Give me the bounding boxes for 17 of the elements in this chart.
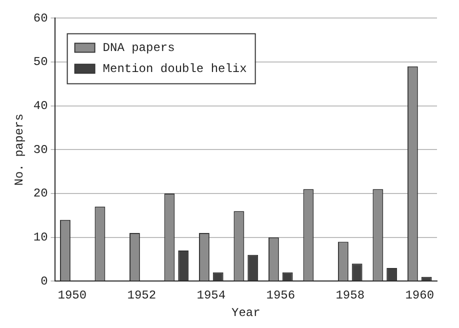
x-tick-label: 1960	[405, 288, 434, 303]
x-tick-label: 1950	[58, 288, 87, 303]
y-tick-label: 40	[33, 99, 48, 114]
x-tick-label: 1956	[266, 288, 296, 303]
x-tick-label: 1954	[196, 288, 226, 303]
legend-label: Mention double helix	[102, 62, 247, 76]
x-axis-title: Year	[231, 306, 260, 320]
y-tick-label: 50	[33, 55, 48, 70]
x-tick-label: 1952	[127, 288, 156, 303]
legend-label: DNA papers	[102, 40, 175, 55]
y-tick-label: 60	[33, 11, 48, 26]
y-tick-label: 20	[33, 186, 48, 201]
y-tick-label: 0	[40, 274, 48, 288]
x-tick-label: 1958	[336, 288, 365, 303]
y-tick-label: 10	[33, 230, 48, 245]
y-tick-label: 30	[33, 142, 48, 157]
y-axis-title: No. papers	[12, 114, 26, 186]
